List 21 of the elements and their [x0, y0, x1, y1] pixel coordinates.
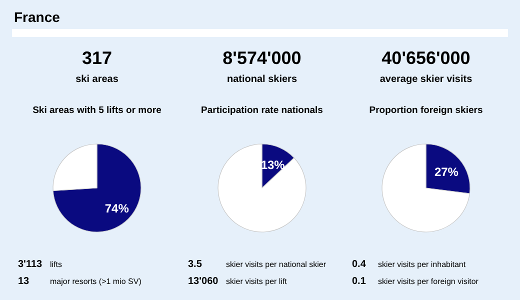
data-label: 27% [434, 164, 459, 179]
text: 3.5 skier visits per national skier [188, 259, 326, 270]
text: ski areas [76, 74, 119, 85]
text: 0.1 skier visits per foreign visitor [352, 276, 478, 287]
pie-slice [218, 144, 306, 232]
text: 317 [82, 48, 112, 68]
text: 0.4 skier visits per inhabitant [352, 259, 466, 270]
text: 8'574'000 [222, 48, 302, 68]
pie-slice [382, 144, 470, 232]
chart-title: Proportion foreign skiers [369, 105, 483, 116]
text: 40'656'000 [382, 48, 470, 68]
text: 13'060 skier visits per lift [188, 276, 288, 287]
text: national skiers [226, 74, 298, 85]
data-label: 74% [104, 202, 130, 216]
pie-slice [52, 144, 142, 232]
text: average skier visits [380, 74, 473, 85]
chart-title: Participation rate nationals [201, 105, 323, 116]
text: France [14, 9, 60, 25]
chart-title: Ski areas with 5 lifts or more [32, 105, 162, 116]
text: 13 major resorts (>1 mio SV) [18, 276, 142, 287]
text: 3'113 lifts [18, 259, 62, 270]
